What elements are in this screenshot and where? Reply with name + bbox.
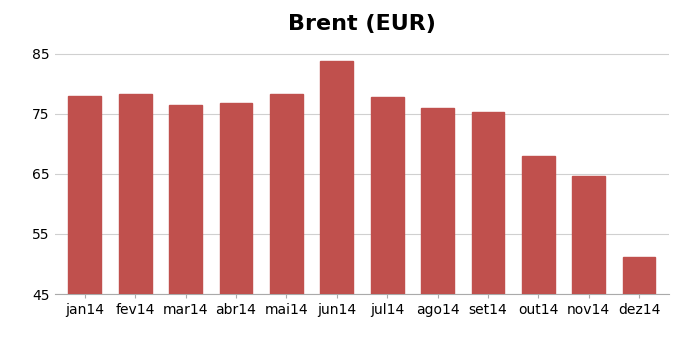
Bar [572, 176, 605, 346]
Bar [623, 257, 656, 346]
Bar [471, 112, 504, 346]
Bar [220, 103, 253, 346]
Bar [421, 108, 454, 346]
Bar [522, 156, 555, 346]
Bar [169, 104, 202, 346]
Bar [371, 97, 404, 346]
Bar [320, 61, 353, 346]
Bar [270, 94, 303, 346]
Bar [119, 94, 152, 346]
Title: Brent (EUR): Brent (EUR) [288, 15, 436, 34]
Bar [68, 95, 101, 346]
